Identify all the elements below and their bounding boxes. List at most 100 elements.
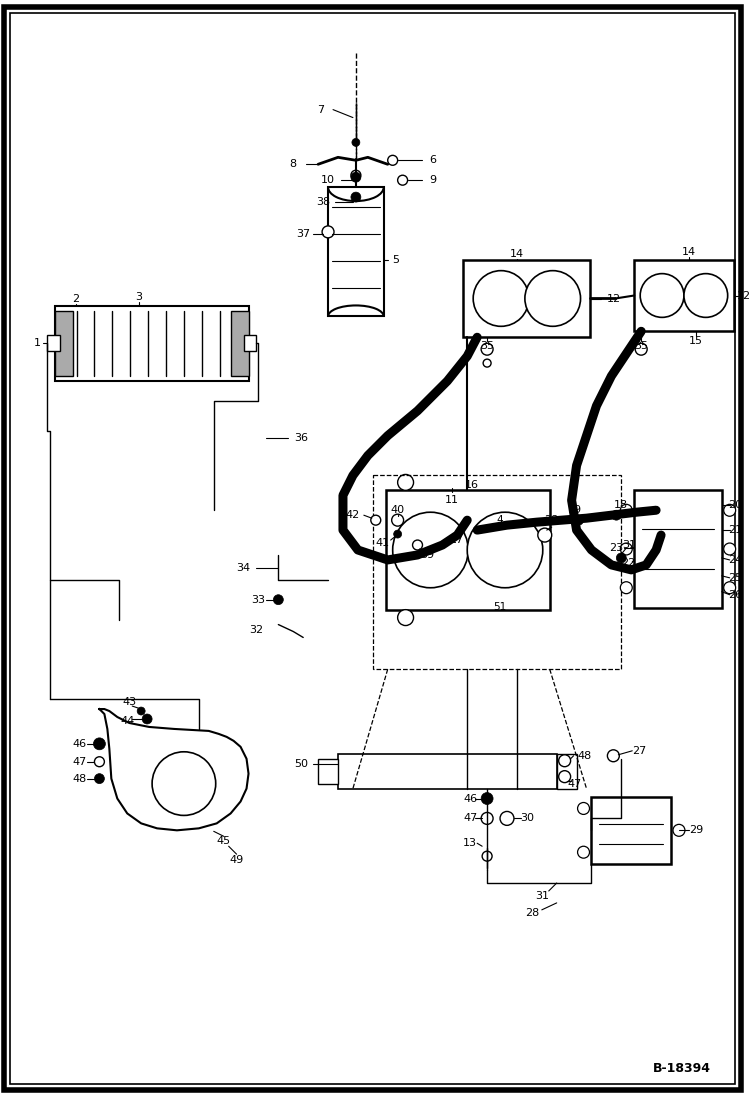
- Text: 40: 40: [390, 506, 404, 516]
- Text: 12: 12: [736, 292, 749, 302]
- Circle shape: [500, 812, 514, 825]
- Bar: [328, 188, 383, 316]
- Text: 3: 3: [136, 293, 142, 303]
- Text: 43: 43: [122, 697, 136, 708]
- Text: 35: 35: [634, 341, 648, 351]
- Bar: [338, 754, 557, 789]
- Circle shape: [94, 738, 106, 750]
- Text: 46: 46: [73, 739, 87, 749]
- Text: 44: 44: [120, 716, 134, 726]
- Circle shape: [724, 505, 736, 517]
- Text: 34: 34: [237, 563, 251, 573]
- Text: 31: 31: [535, 891, 549, 901]
- Bar: [634, 490, 722, 608]
- Text: 7: 7: [318, 104, 324, 114]
- Text: 18: 18: [614, 500, 628, 510]
- Text: 28: 28: [545, 516, 559, 525]
- Text: 6: 6: [429, 156, 436, 166]
- Circle shape: [574, 516, 583, 525]
- Circle shape: [481, 343, 493, 355]
- Circle shape: [473, 271, 529, 326]
- Text: 32: 32: [249, 624, 264, 634]
- Circle shape: [640, 273, 684, 317]
- Text: 19: 19: [568, 506, 582, 516]
- Circle shape: [94, 773, 104, 783]
- Text: 50: 50: [294, 759, 308, 769]
- Text: 37: 37: [296, 229, 310, 239]
- Text: 49: 49: [229, 856, 243, 866]
- Bar: [318, 759, 338, 783]
- Text: 14: 14: [510, 249, 524, 259]
- Bar: [243, 336, 256, 351]
- Circle shape: [559, 755, 571, 767]
- Text: 16: 16: [465, 480, 479, 490]
- Text: 5: 5: [392, 255, 399, 264]
- Text: 51: 51: [494, 601, 506, 612]
- Circle shape: [351, 172, 361, 182]
- Circle shape: [398, 474, 413, 490]
- Circle shape: [538, 528, 552, 542]
- Circle shape: [392, 514, 404, 527]
- Circle shape: [620, 505, 632, 517]
- Text: 41: 41: [376, 538, 389, 548]
- Text: 21: 21: [729, 525, 743, 535]
- Text: 47: 47: [73, 757, 87, 767]
- Circle shape: [137, 708, 145, 715]
- Circle shape: [467, 512, 543, 588]
- Circle shape: [724, 543, 736, 555]
- Circle shape: [481, 792, 493, 804]
- Text: 48: 48: [577, 750, 592, 761]
- Text: 47: 47: [568, 779, 582, 789]
- Circle shape: [559, 771, 571, 782]
- Text: 46: 46: [463, 793, 477, 803]
- Circle shape: [388, 156, 398, 166]
- Circle shape: [482, 851, 492, 861]
- Bar: [55, 306, 249, 381]
- Text: 33: 33: [252, 595, 265, 604]
- Circle shape: [607, 750, 619, 761]
- Circle shape: [413, 540, 422, 550]
- Text: B-18394: B-18394: [653, 1062, 711, 1075]
- Circle shape: [724, 581, 736, 593]
- Circle shape: [152, 751, 216, 815]
- Text: 29: 29: [689, 825, 703, 835]
- Bar: [55, 312, 73, 376]
- Circle shape: [684, 273, 728, 317]
- Text: 36: 36: [294, 432, 308, 443]
- Text: 39: 39: [420, 550, 434, 559]
- Text: 15: 15: [689, 336, 703, 347]
- Text: 12: 12: [607, 294, 622, 305]
- Circle shape: [483, 359, 491, 367]
- Bar: [46, 336, 60, 351]
- Bar: [634, 260, 733, 331]
- Circle shape: [394, 530, 401, 538]
- Text: 48: 48: [73, 773, 87, 783]
- Circle shape: [620, 543, 632, 555]
- Text: 30: 30: [520, 813, 534, 824]
- Circle shape: [673, 824, 685, 836]
- Text: 26: 26: [729, 590, 743, 600]
- Text: 11: 11: [446, 495, 459, 506]
- Bar: [231, 312, 249, 376]
- Circle shape: [392, 512, 468, 588]
- Text: 35: 35: [480, 341, 494, 351]
- Circle shape: [525, 271, 580, 326]
- Circle shape: [142, 714, 152, 724]
- Circle shape: [351, 192, 361, 202]
- Text: 13: 13: [463, 838, 477, 848]
- Circle shape: [322, 226, 334, 238]
- Circle shape: [611, 510, 622, 520]
- Circle shape: [273, 595, 283, 604]
- Text: 47: 47: [463, 813, 477, 824]
- Text: 23: 23: [609, 543, 623, 553]
- Circle shape: [577, 803, 589, 814]
- Text: 8: 8: [290, 159, 297, 169]
- Circle shape: [351, 170, 361, 180]
- Text: 38: 38: [316, 197, 330, 207]
- Circle shape: [616, 553, 626, 563]
- Circle shape: [635, 343, 647, 355]
- Circle shape: [481, 813, 493, 824]
- Text: 1: 1: [34, 338, 41, 348]
- Text: 28: 28: [525, 908, 539, 918]
- Bar: [373, 475, 622, 669]
